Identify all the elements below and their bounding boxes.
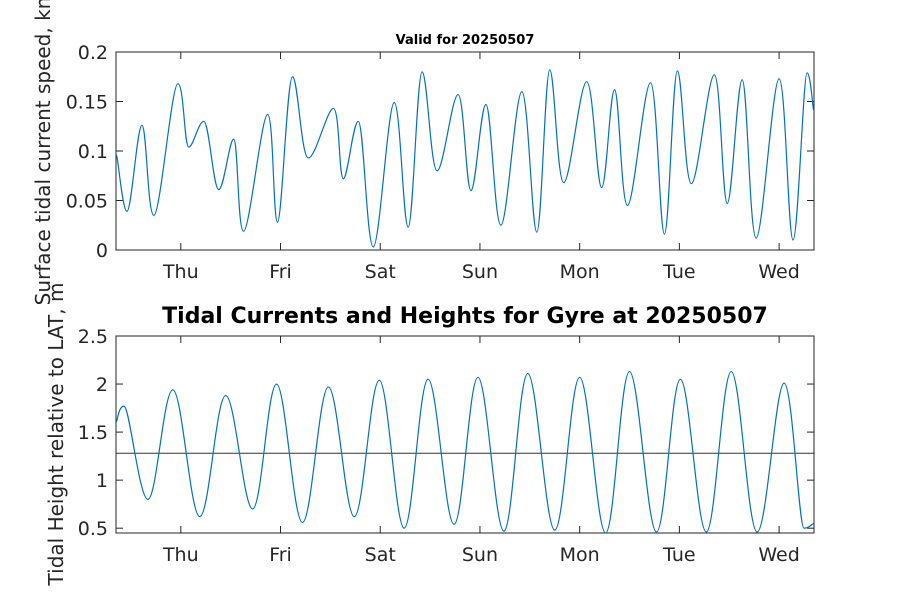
height-x-tick-label: Sun bbox=[462, 544, 498, 566]
height-y-ticks: 0.5 1 1.5 2 2.5 bbox=[78, 326, 814, 540]
height-x-ticks: Thu Fri Sat Sun Mon Tue Wed bbox=[162, 336, 800, 566]
speed-y-tick-label: 0.05 bbox=[66, 191, 108, 213]
speed-x-tick-label: Fri bbox=[269, 261, 292, 283]
speed-panel: Valid for 20250507 0 0.05 0.1 0.15 0.2 Thu Fr… bbox=[31, 0, 815, 305]
speed-y-tick-label: 0 bbox=[96, 240, 108, 262]
height-y-tick-label: 0.5 bbox=[78, 518, 108, 540]
height-y-axis-label: Tidal Height relative to LAT, m bbox=[44, 283, 68, 587]
height-x-tick-label: Fri bbox=[269, 544, 292, 566]
speed-y-tick-label: 0.1 bbox=[78, 141, 108, 163]
height-axes-box bbox=[115, 335, 815, 534]
height-series bbox=[115, 370, 815, 534]
speed-y-ticks: 0 0.05 0.1 0.15 0.2 bbox=[66, 42, 814, 262]
speed-x-tick-label: Mon bbox=[560, 261, 600, 283]
height-y-tick-label: 2 bbox=[96, 374, 108, 396]
height-x-tick-label: Mon bbox=[560, 544, 600, 566]
speed-series bbox=[115, 69, 815, 248]
speed-series-line bbox=[115, 69, 815, 248]
speed-y-tick-label: 0.2 bbox=[78, 42, 108, 64]
height-y-tick-label: 1.5 bbox=[78, 422, 108, 444]
height-x-tick-label: Wed bbox=[758, 544, 799, 566]
speed-x-tick-label: Tue bbox=[662, 261, 695, 283]
speed-x-tick-label: Sun bbox=[462, 261, 498, 283]
height-chart-title: Tidal Currents and Heights for Gyre at 2… bbox=[162, 304, 768, 329]
height-panel: Tidal Currents and Heights for Gyre at 2… bbox=[44, 283, 815, 587]
speed-x-tick-label: Wed bbox=[758, 261, 799, 283]
height-y-tick-label: 1 bbox=[96, 470, 108, 492]
height-x-tick-label: Thu bbox=[162, 544, 199, 566]
speed-y-axis-label: Surface tidal current speed, kn bbox=[31, 0, 55, 305]
height-y-tick-label: 2.5 bbox=[78, 326, 108, 348]
speed-y-tick-label: 0.15 bbox=[66, 92, 108, 114]
speed-chart-title: Valid for 20250507 bbox=[396, 33, 535, 48]
speed-x-tick-label: Sat bbox=[365, 261, 396, 283]
height-series-line bbox=[115, 370, 815, 534]
speed-x-tick-label: Thu bbox=[162, 261, 199, 283]
height-x-tick-label: Tue bbox=[662, 544, 695, 566]
speed-x-ticks: Thu Fri Sat Sun Mon Tue Wed bbox=[162, 52, 800, 283]
height-x-tick-label: Sat bbox=[365, 544, 396, 566]
